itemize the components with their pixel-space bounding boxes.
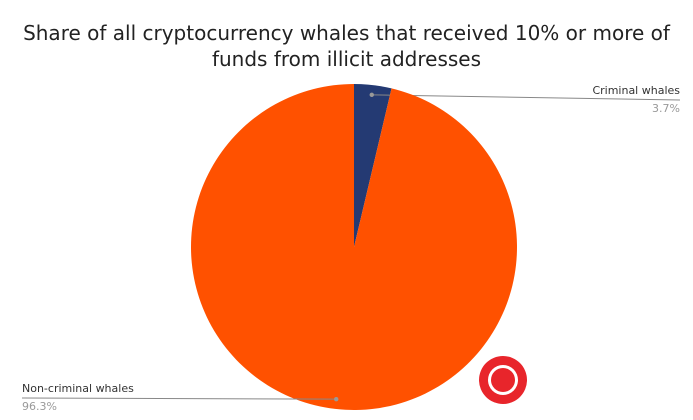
legend-label: Criminal whales [592,84,680,97]
value-label: 3.7% [652,102,680,115]
chart-title: Share of all cryptocurrency whales that … [23,21,670,71]
leader-dot [369,92,374,98]
pie-slice [190,84,518,411]
leader-line [21,397,337,400]
value-label: 96.3% [22,400,57,413]
leader-dot [334,396,339,402]
legend-label: Non-criminal whales [22,382,134,395]
pie-slice [354,84,392,247]
watermark [479,356,527,404]
leader-line [371,94,681,101]
